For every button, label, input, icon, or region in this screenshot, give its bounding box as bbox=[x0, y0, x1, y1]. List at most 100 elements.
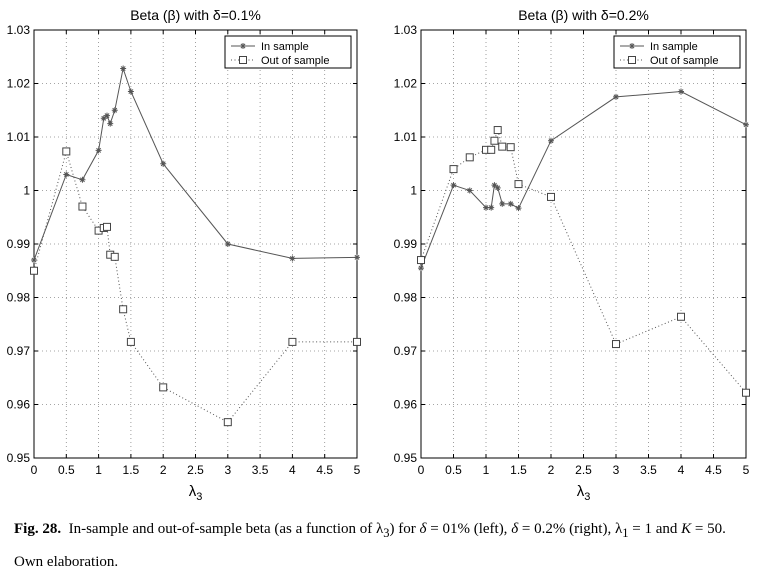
data-point-star bbox=[466, 187, 473, 194]
y-tick-label: 1.03 bbox=[394, 23, 418, 37]
y-tick-label: 0.99 bbox=[394, 237, 418, 251]
data-point-star bbox=[103, 112, 110, 119]
caption-k: K bbox=[681, 521, 692, 537]
y-tick-label: 1 bbox=[23, 184, 30, 198]
data-point-square bbox=[490, 136, 499, 145]
data-point-star bbox=[95, 147, 102, 154]
y-tick-label: 1.03 bbox=[7, 23, 31, 37]
data-point-square bbox=[612, 340, 620, 349]
data-point-star bbox=[678, 88, 684, 95]
data-point-star bbox=[494, 184, 501, 191]
x-tick-label: 2 bbox=[548, 463, 555, 477]
caption-label: Fig. 28. bbox=[14, 521, 62, 537]
caption-text-3: = 01% (left), bbox=[426, 521, 512, 537]
data-point-square bbox=[62, 147, 71, 156]
x-tick-label: 1 bbox=[483, 463, 490, 477]
legend: In sample Out of sample bbox=[613, 35, 741, 69]
x-tick-label: 1.5 bbox=[510, 463, 527, 477]
x-tick-label: 0.5 bbox=[445, 463, 462, 477]
data-point-star bbox=[107, 120, 114, 127]
caption-sub-1: 3 bbox=[383, 526, 390, 540]
chart-title: Beta (β) with δ=0.2% bbox=[518, 7, 649, 23]
series-in-sample bbox=[31, 65, 360, 264]
x-tick-label: 3.5 bbox=[252, 463, 269, 477]
data-point-star bbox=[100, 115, 107, 122]
data-point-star bbox=[613, 93, 619, 100]
data-point-square bbox=[102, 222, 111, 231]
data-point-square bbox=[465, 153, 474, 162]
data-point-star bbox=[160, 160, 167, 167]
data-point-square bbox=[223, 418, 232, 427]
data-point-star bbox=[79, 176, 86, 183]
data-point-square bbox=[119, 305, 128, 314]
data-point-square bbox=[514, 180, 523, 189]
legend-label: Out of sample bbox=[261, 55, 329, 67]
x-tick-label: 0 bbox=[31, 463, 38, 477]
chart-panel-1: 0 0.5 1 1.5 2 2.5 3 3.5 4 4.5 5 0.95 0.96 0.97 0.98 0.9… bbox=[7, 7, 361, 503]
data-point-square bbox=[126, 337, 135, 346]
x-tick-label: 0.5 bbox=[58, 463, 75, 477]
data-point-square bbox=[498, 142, 507, 151]
data-point-square bbox=[742, 388, 750, 397]
data-point-star bbox=[507, 200, 514, 207]
series-out-of-sample bbox=[30, 147, 361, 427]
series-in-sample bbox=[418, 88, 749, 272]
x-tick-label: 4 bbox=[678, 463, 685, 477]
data-point-square bbox=[677, 312, 685, 321]
data-point-star bbox=[483, 204, 489, 211]
legend-label: Out of sample bbox=[650, 55, 718, 67]
x-tick-label: 4.5 bbox=[316, 463, 333, 477]
caption-text-5: = 1 and bbox=[628, 521, 682, 537]
x-tick-label: 3.5 bbox=[640, 463, 657, 477]
x-axis-label: λ3 bbox=[577, 483, 591, 503]
data-point-square bbox=[159, 383, 168, 392]
data-point-star bbox=[450, 182, 457, 189]
caption-sub-2: 1 bbox=[622, 526, 629, 540]
y-tick-label: 0.95 bbox=[394, 451, 418, 465]
y-tick-label: 0.97 bbox=[394, 344, 418, 358]
legend-label: In sample bbox=[261, 41, 309, 53]
y-tick-label: 0.95 bbox=[7, 451, 31, 465]
legend-marker-square bbox=[239, 56, 247, 64]
data-point-star bbox=[488, 204, 495, 211]
x-tick-label: 1.5 bbox=[123, 463, 140, 477]
y-tick-label: 0.98 bbox=[7, 291, 31, 305]
series-out-of-sample bbox=[417, 126, 750, 397]
caption-text-1: In-sample and out-of-sample beta (as a f… bbox=[68, 521, 384, 537]
caption-delta-2: δ bbox=[511, 521, 519, 537]
caption-text-2: ) for bbox=[389, 521, 420, 537]
caption-text-4: = 0.2% (right), λ bbox=[518, 521, 623, 537]
x-tick-label: 1 bbox=[95, 463, 102, 477]
x-tick-label: 4.5 bbox=[705, 463, 722, 477]
data-point-star bbox=[354, 254, 360, 261]
x-tick-label: 2.5 bbox=[187, 463, 204, 477]
x-axis-label: λ3 bbox=[189, 483, 203, 503]
y-tick-label: 0.99 bbox=[7, 237, 31, 251]
data-point-square bbox=[449, 165, 458, 174]
data-point-star bbox=[491, 182, 498, 189]
data-point-star bbox=[127, 88, 134, 95]
legend-marker-star bbox=[240, 43, 246, 49]
series-line bbox=[420, 90, 747, 269]
data-point-square bbox=[30, 266, 38, 275]
caption-line-1: Fig. 28. In-sample and out-of-sample bet… bbox=[14, 515, 749, 548]
data-point-square bbox=[487, 145, 496, 154]
y-tick-label: 0.96 bbox=[394, 398, 418, 412]
caption-delta-1: δ bbox=[419, 521, 427, 537]
x-tick-label: 2 bbox=[160, 463, 167, 477]
y-tick-label: 1.01 bbox=[394, 130, 418, 144]
data-point-star bbox=[418, 265, 424, 272]
data-point-star bbox=[111, 107, 118, 114]
x-tick-label: 5 bbox=[354, 463, 361, 477]
series-line bbox=[33, 66, 358, 261]
x-tick-label: 5 bbox=[743, 463, 750, 477]
figure-caption: Fig. 28. In-sample and out-of-sample bet… bbox=[14, 515, 749, 577]
data-point-star bbox=[120, 65, 127, 72]
chart-panel-2: 0 0.5 1 1.5 2 2.5 3 3.5 4 4.5 5 0.95 0.96 0.97 0.98 0.9… bbox=[394, 7, 750, 503]
data-point-square bbox=[493, 126, 502, 135]
chart-title: Beta (β) with δ=0.1% bbox=[130, 7, 261, 23]
caption-text-6: = 50. bbox=[691, 521, 726, 537]
data-point-star bbox=[515, 205, 522, 212]
data-point-star bbox=[224, 241, 231, 247]
legend-marker-star bbox=[629, 43, 635, 49]
